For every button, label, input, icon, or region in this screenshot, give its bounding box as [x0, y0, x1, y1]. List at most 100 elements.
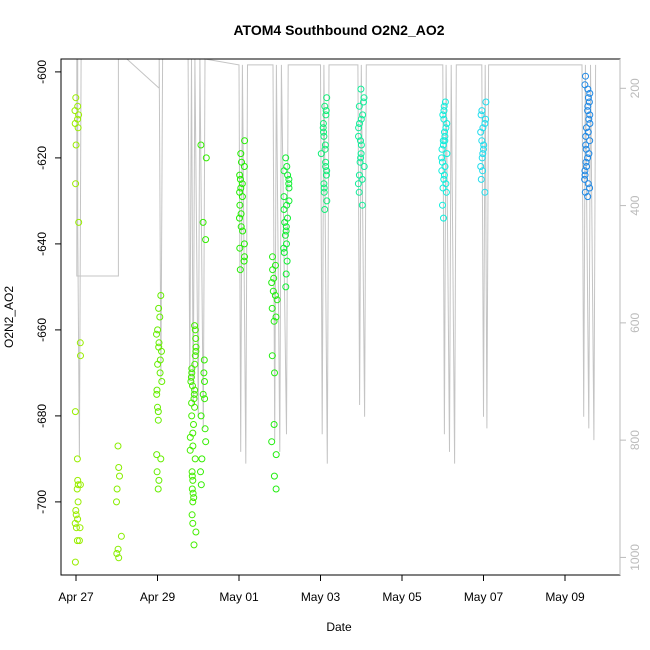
data-point	[273, 296, 281, 304]
data-point	[584, 128, 592, 136]
data-point	[480, 141, 488, 149]
data-point	[442, 188, 450, 196]
data-point	[320, 128, 327, 136]
data-point	[188, 369, 196, 377]
data-point	[116, 472, 123, 480]
data-point	[154, 403, 161, 411]
data-point	[114, 442, 122, 450]
data-point	[73, 455, 81, 463]
data-point	[584, 102, 592, 110]
data-point	[76, 339, 84, 347]
data-point	[187, 373, 195, 381]
data-point	[236, 201, 244, 209]
data-point	[77, 352, 84, 360]
data-point	[268, 304, 276, 312]
secondary-y-axis: 200 400 600 800 1000	[620, 78, 642, 571]
data-point	[271, 369, 278, 377]
data-point	[586, 89, 594, 97]
data-point	[157, 292, 165, 299]
x-tick-label: May 03	[301, 590, 341, 604]
data-point	[282, 283, 290, 291]
y-tick-label: -700	[35, 490, 49, 514]
data-point	[357, 137, 364, 145]
data-point	[320, 180, 328, 188]
data-point	[478, 137, 486, 145]
data-point	[188, 511, 196, 519]
data-point	[199, 218, 207, 226]
data-point	[581, 81, 589, 89]
depth-profile-lines	[76, 58, 597, 464]
data-point	[355, 124, 363, 132]
data-point	[72, 94, 80, 102]
data-point	[153, 386, 161, 394]
data-point	[191, 386, 199, 394]
data-point	[358, 201, 366, 209]
data-point	[189, 498, 197, 506]
data-point	[189, 519, 197, 527]
data-point	[582, 141, 590, 149]
data-point	[440, 107, 448, 115]
data-point	[323, 94, 331, 102]
data-point	[197, 141, 205, 149]
data-point	[319, 120, 327, 127]
data-point	[280, 193, 288, 201]
data-point	[269, 266, 277, 274]
data-point	[192, 343, 200, 351]
data-point	[75, 218, 83, 226]
data-point	[323, 197, 331, 205]
data-point	[72, 507, 80, 514]
data-point	[154, 408, 162, 416]
data-point	[155, 339, 163, 347]
data-point	[197, 481, 205, 489]
data-point	[285, 197, 293, 205]
data-point	[191, 352, 199, 360]
data-point	[439, 111, 447, 119]
data-point	[270, 317, 278, 325]
data-point	[441, 137, 449, 145]
data-point	[479, 167, 487, 175]
data-point	[477, 128, 485, 136]
data-point	[200, 369, 208, 377]
data-point	[237, 210, 245, 218]
data-point	[156, 313, 164, 321]
data-point	[581, 175, 589, 183]
data-point	[201, 378, 208, 385]
data-point	[238, 180, 246, 188]
data-point	[188, 365, 196, 373]
x-axis: Apr 27 Apr 29 May 01 May 03 May 05 May 07 May …	[58, 575, 585, 604]
data-point	[238, 158, 245, 166]
y-tick-label: -660	[35, 318, 49, 342]
data-point	[586, 111, 594, 119]
data-point	[197, 412, 205, 420]
data-point	[356, 120, 363, 127]
data-point	[355, 171, 363, 179]
y-tick-label: -620	[35, 146, 49, 170]
data-point	[239, 227, 247, 235]
x-tick-label: May 09	[545, 590, 585, 604]
data-point	[191, 455, 199, 463]
data-point	[155, 476, 163, 484]
data-point	[72, 511, 80, 519]
data-point	[270, 421, 278, 428]
data-point	[113, 550, 121, 557]
data-point	[439, 201, 446, 209]
data-point	[190, 390, 198, 398]
data-point	[482, 98, 490, 106]
y-tick-label: -640	[35, 232, 49, 256]
data-point	[72, 141, 80, 149]
data-point	[282, 227, 290, 235]
data-point	[477, 111, 485, 119]
data-point	[75, 537, 83, 545]
data-point	[282, 270, 290, 278]
data-point	[357, 154, 365, 162]
data-point	[191, 322, 199, 330]
data-point	[360, 163, 368, 170]
data-point	[357, 150, 365, 158]
data-point	[584, 193, 592, 201]
data-point	[272, 451, 280, 459]
data-point	[113, 498, 120, 506]
data-point	[360, 94, 368, 102]
y-tick-label: -680	[35, 404, 49, 428]
data-point	[113, 485, 121, 493]
data-point	[74, 115, 82, 123]
